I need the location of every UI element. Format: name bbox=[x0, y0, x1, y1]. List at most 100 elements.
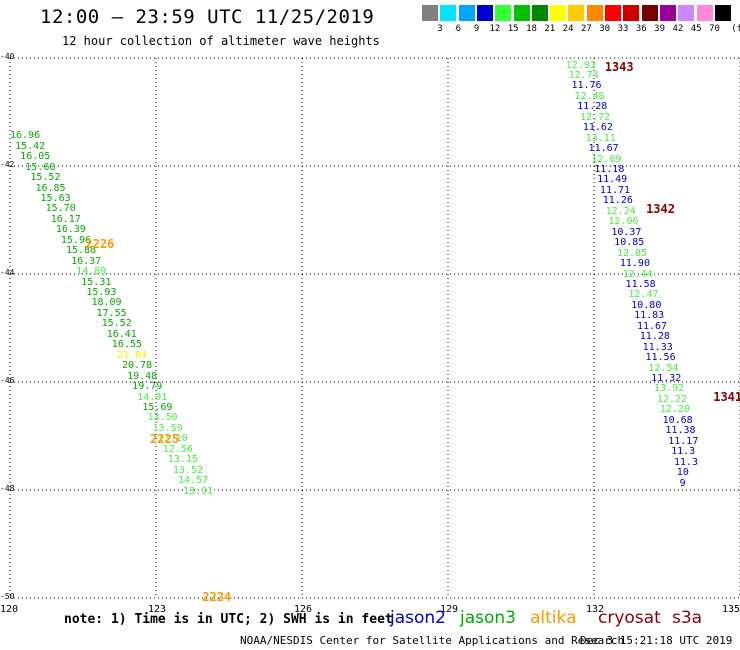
wave-height-label: 11.17 bbox=[668, 435, 699, 447]
wave-height-label: 16.17 bbox=[50, 213, 81, 225]
wave-height-label: 12.24 bbox=[605, 205, 636, 217]
wave-height-label: 11.28 bbox=[577, 101, 608, 113]
legend-swatch bbox=[440, 5, 457, 21]
map-grid bbox=[9, 57, 740, 599]
legend-label: 3 bbox=[437, 24, 443, 34]
wave-height-label: 15.70 bbox=[45, 203, 76, 215]
map-subtitle: 12 hour collection of altimeter wave hei… bbox=[62, 34, 380, 48]
legend-label: 30 bbox=[599, 24, 611, 34]
legend-label: 70 bbox=[709, 24, 720, 34]
wave-height-label: 15.69 bbox=[142, 401, 173, 413]
wave-height-label: 11.67 bbox=[636, 320, 668, 332]
wave-height-label: 11.26 bbox=[602, 195, 633, 207]
legend-swatch bbox=[422, 5, 438, 21]
wave-height-label: 13.10 bbox=[157, 433, 188, 445]
legend-swatch bbox=[586, 5, 603, 21]
wave-height-label: 19.79 bbox=[132, 381, 163, 393]
wave-height-label: 12.48 bbox=[574, 90, 605, 102]
wave-height-label: 21.04 bbox=[116, 349, 147, 361]
wave-height-label: 16.55 bbox=[111, 339, 142, 351]
legend-label: 21 bbox=[544, 24, 556, 34]
wave-height-label: 12.74 bbox=[568, 70, 599, 81]
wave-height-map: 16.96 15.42 16.05 15.60 15.52 16.85 15.63 15.70… bbox=[9, 57, 740, 604]
longitude-tick-label: 129 bbox=[440, 604, 459, 615]
legend-label: 36 bbox=[635, 24, 647, 34]
wave-height-label: 15.60 bbox=[25, 161, 56, 173]
wave-height-label: 10 bbox=[676, 467, 689, 479]
wave-height-label: 12.72 bbox=[580, 111, 611, 123]
pass-number-label: 2225 bbox=[150, 432, 180, 447]
wave-height-label: 13.11 bbox=[585, 132, 616, 144]
satellite-name: jason3 bbox=[460, 608, 516, 628]
legend-swatch bbox=[696, 5, 713, 21]
wave-height-label: 10.37 bbox=[611, 226, 642, 238]
wave-height-label: 11.3 bbox=[671, 446, 696, 458]
wave-height-label: 14.91 bbox=[137, 391, 168, 403]
legend-label: 39 bbox=[654, 24, 666, 34]
legend-label: 9 bbox=[473, 24, 480, 34]
wave-height-label: 11.58 bbox=[625, 278, 656, 290]
legend-unit: (ft) bbox=[731, 24, 740, 34]
legend-swatch bbox=[495, 5, 512, 21]
legend-label: 45 bbox=[690, 24, 702, 34]
wave-height-label: 11.83 bbox=[634, 310, 665, 322]
legend-label: 33 bbox=[617, 24, 629, 34]
legend-swatch bbox=[550, 5, 567, 21]
pass-number-label: 1343 bbox=[604, 59, 634, 74]
wave-height-label: 16.39 bbox=[55, 224, 86, 236]
wave-height-label: 13.15 bbox=[167, 454, 198, 466]
longitude-tick-label: 135 bbox=[722, 604, 740, 615]
wave-height-label: 19.48 bbox=[127, 370, 158, 382]
wave-height-label: 12.20 bbox=[659, 404, 690, 416]
legend-swatch bbox=[678, 5, 695, 21]
wave-height-label: 12.47 bbox=[628, 289, 659, 301]
wave-height-label: 13.91 bbox=[183, 485, 214, 497]
wave-height-label: 16.05 bbox=[20, 151, 51, 163]
wave-height-label: 20.78 bbox=[121, 360, 153, 372]
wave-height-label: 11.3 bbox=[673, 456, 699, 468]
legend-swatch bbox=[458, 5, 475, 21]
wave-height-label: 18.09 bbox=[91, 297, 122, 309]
wave-height-label: 16.96 bbox=[10, 130, 41, 142]
wave-height-label: 15.96 bbox=[60, 234, 91, 246]
wave-height-label: 12.69 bbox=[591, 153, 622, 165]
wave-height-label: 11.67 bbox=[588, 143, 619, 155]
wave-height-label: 15.88 bbox=[65, 245, 97, 257]
wave-height-label: 14.89 bbox=[76, 266, 107, 278]
legend-label: 12 bbox=[489, 24, 501, 34]
legend-swatch bbox=[568, 5, 585, 21]
latitude-tick-label: -48 bbox=[0, 484, 15, 493]
wave-height-label: 11.71 bbox=[599, 184, 631, 196]
wave-height-label: 13.50 bbox=[147, 412, 178, 424]
credit-line: NOAA/NESDIS Center for Satellite Applica… bbox=[240, 634, 625, 647]
wave-height-label: 11.18 bbox=[594, 164, 625, 176]
wave-height-label: 10.85 bbox=[614, 237, 645, 249]
wave-height-label: 11.32 bbox=[651, 373, 682, 385]
pass-number-label: 1341 bbox=[713, 390, 740, 405]
legend-label: 42 bbox=[672, 24, 684, 34]
pass-number-label: 2226 bbox=[85, 236, 115, 251]
latitude-tick-label: -42 bbox=[0, 160, 15, 169]
wave-height-label: 17.55 bbox=[96, 307, 127, 319]
legend-label: 18 bbox=[526, 24, 537, 34]
longitude-tick-label: 126 bbox=[294, 604, 313, 615]
legend-label: 6 bbox=[455, 24, 461, 34]
wave-height-label: 11.56 bbox=[645, 352, 676, 364]
generated-timestamp: Dec 3 15:21:18 UTC 2019 bbox=[580, 634, 733, 647]
latitude-tick-label: -40 bbox=[0, 52, 15, 61]
wave-height-label: 14.57 bbox=[177, 475, 209, 487]
longitude-tick-label: 120 bbox=[0, 604, 19, 615]
wave-height-label: 12.56 bbox=[162, 443, 193, 455]
legend-swatch bbox=[641, 5, 658, 21]
footnote: note: 1) Time is in UTC; 2) SWH is in fe… bbox=[64, 612, 393, 627]
legend-label: 24 bbox=[562, 24, 574, 34]
wave-height-label: 10.68 bbox=[662, 414, 693, 426]
wave-height-label: 12.22 bbox=[656, 393, 687, 405]
pass-number-label: 2224 bbox=[202, 589, 232, 604]
longitude-tick-label: 132 bbox=[586, 604, 605, 615]
latitude-tick-label: -44 bbox=[0, 268, 15, 277]
legend-label: 15 bbox=[507, 24, 519, 34]
wave-height-label: 11.76 bbox=[571, 80, 602, 92]
wave-height-label: 16.37 bbox=[71, 255, 102, 267]
wave-height-label: 9 bbox=[679, 477, 686, 489]
